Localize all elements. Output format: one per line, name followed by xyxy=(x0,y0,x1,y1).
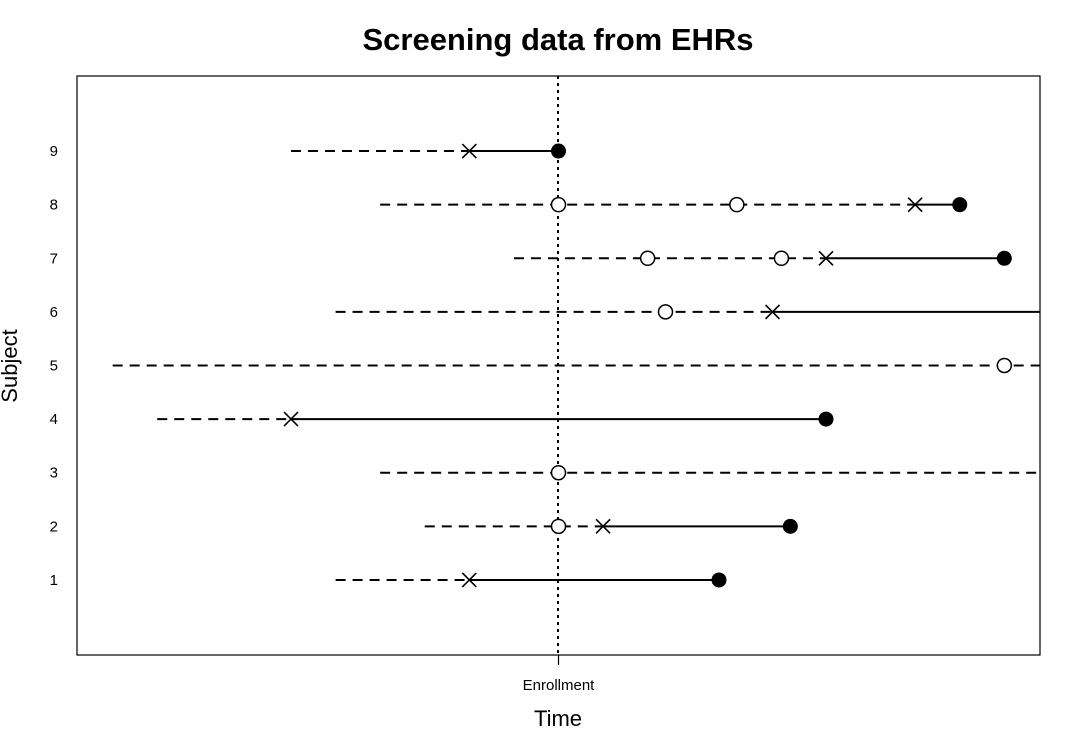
negative-screen-marker xyxy=(550,464,567,481)
negative-screen-marker xyxy=(639,250,656,267)
y-tick-label: 5 xyxy=(50,358,58,375)
end-event-marker xyxy=(818,411,834,427)
subject-timeline-3 xyxy=(380,464,1040,481)
end-event-marker xyxy=(551,143,566,159)
chart-title: Screening data from EHRs xyxy=(362,22,753,57)
diagnosis-marker xyxy=(595,518,611,534)
x-tick-label: Enrollment xyxy=(523,677,596,694)
y-axis: 1 2 3 4 5 6 7 8 9 xyxy=(50,143,58,589)
end-event-marker xyxy=(711,572,727,588)
y-tick-label: 3 xyxy=(50,465,58,482)
diagnosis-marker xyxy=(461,572,477,588)
subject-timeline-2 xyxy=(424,518,798,535)
subject-timelines xyxy=(112,143,1040,588)
subject-timeline-7 xyxy=(513,250,1012,267)
subject-timeline-4 xyxy=(157,411,834,427)
y-tick-label: 7 xyxy=(50,250,58,267)
y-tick-label: 9 xyxy=(50,143,58,160)
negative-screen-marker xyxy=(550,518,567,535)
negative-screen-marker xyxy=(550,196,567,213)
y-tick-label: 4 xyxy=(50,411,58,428)
negative-screen-marker xyxy=(996,357,1013,374)
negative-screen-marker xyxy=(657,304,674,320)
end-event-marker xyxy=(952,197,968,213)
y-axis-label: Subject xyxy=(0,329,22,402)
y-tick-label: 8 xyxy=(50,197,58,214)
subject-timeline-5 xyxy=(112,357,1040,374)
y-tick-label: 6 xyxy=(50,304,58,321)
diagnosis-marker xyxy=(818,250,834,266)
end-event-marker xyxy=(782,518,798,534)
diagnosis-marker xyxy=(764,304,781,320)
subject-timeline-9 xyxy=(291,143,566,159)
negative-screen-marker xyxy=(773,250,790,267)
diagnosis-marker xyxy=(907,197,923,213)
diagnosis-marker xyxy=(283,411,299,427)
y-tick-label: 2 xyxy=(50,518,58,535)
end-event-marker xyxy=(996,250,1012,266)
subject-timeline-6 xyxy=(335,304,1040,320)
negative-screen-marker xyxy=(729,196,745,213)
diagnosis-marker xyxy=(461,143,477,159)
y-tick-label: 1 xyxy=(50,572,58,589)
x-axis: Enrollment xyxy=(523,655,596,694)
subject-timeline-1 xyxy=(335,572,727,588)
subject-timeline-8 xyxy=(380,196,968,213)
x-axis-label: Time xyxy=(534,706,582,731)
